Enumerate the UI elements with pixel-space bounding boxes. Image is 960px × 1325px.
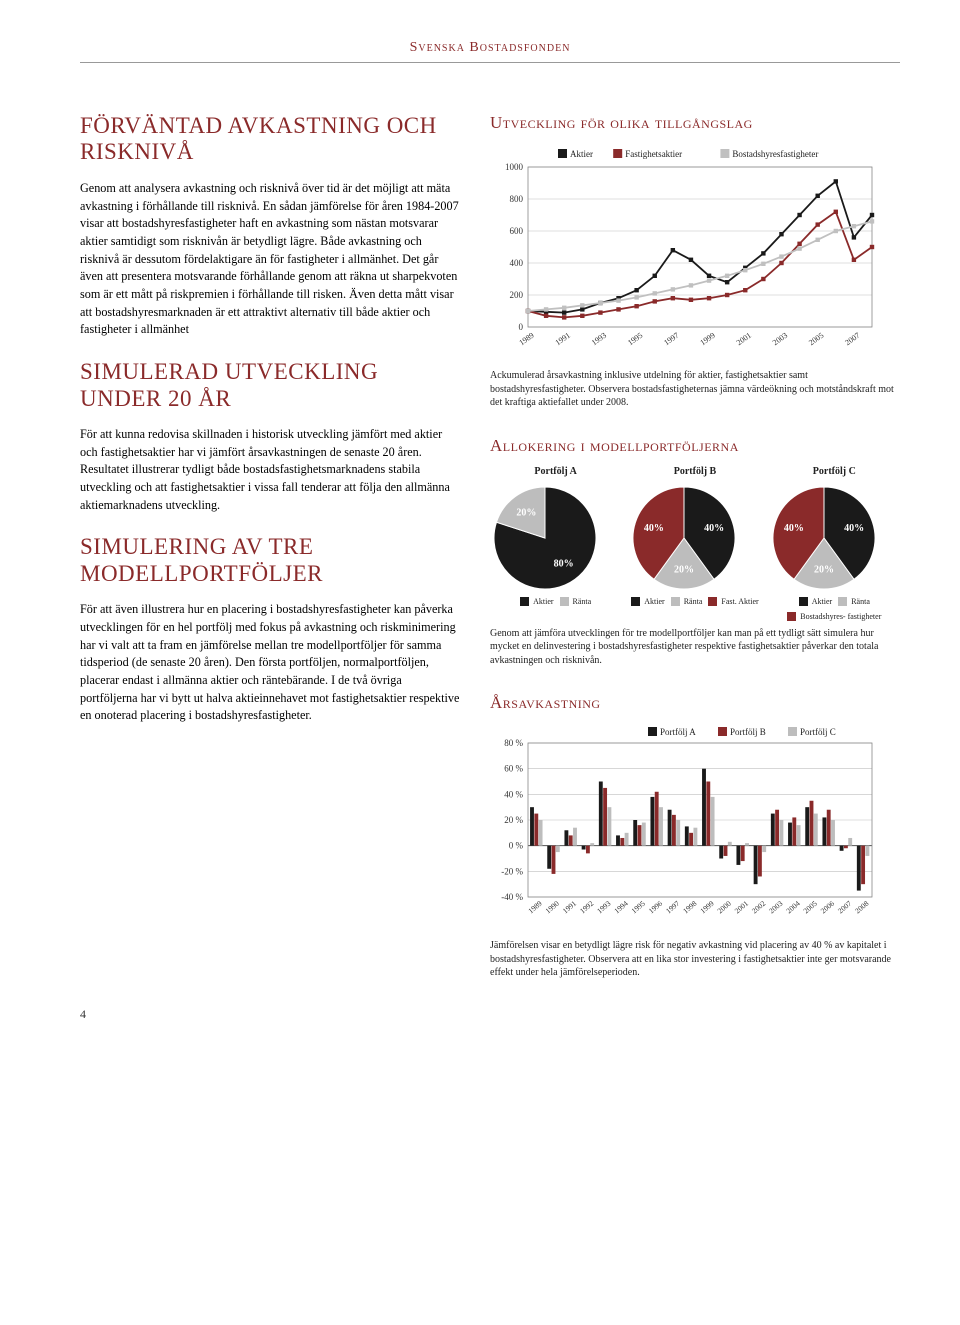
pie-legend: AktierRänta: [490, 597, 621, 606]
bar-chart-svg: -40 % -20 % 0 % 20 % 40 % 60 % 80 % Portfölj A P…: [490, 723, 880, 933]
line-chart-svg: 0 200 400 600 800 1000 Aktier Fastighetsaktier B…: [490, 143, 880, 363]
svg-text:2004: 2004: [784, 899, 801, 916]
chart2-title: Allokering i modellportföljerna: [490, 436, 900, 456]
svg-text:600: 600: [510, 226, 524, 236]
svg-text:1999: 1999: [698, 331, 716, 348]
svg-text:1991: 1991: [554, 331, 572, 348]
pie-2: Portfölj C 40% 20% 40% AktierRäntaBostadshyr…: [769, 466, 900, 621]
svg-text:2000: 2000: [716, 899, 733, 916]
svg-text:1992: 1992: [578, 899, 595, 916]
chart3-caption: Jämförelsen visar en betydligt lägre ris…: [490, 939, 900, 980]
svg-text:1997: 1997: [662, 331, 680, 348]
svg-text:0 %: 0 %: [509, 841, 524, 851]
svg-text:1991: 1991: [561, 899, 578, 916]
svg-text:200: 200: [510, 290, 524, 300]
svg-text:20 %: 20 %: [504, 815, 523, 825]
page-header: Svenska Bostadsfonden: [80, 40, 900, 63]
chart1-caption: Ackumulerad årsavkastning inklusive utde…: [490, 369, 900, 410]
svg-text:1996: 1996: [647, 899, 664, 916]
heading-forvantad: FÖRVÄNTAD AVKASTNING OCH RISKNIVÅ: [80, 113, 460, 166]
svg-text:800: 800: [510, 194, 524, 204]
svg-text:40%: 40%: [844, 523, 864, 534]
svg-text:1997: 1997: [664, 899, 681, 916]
pie-svg: 40% 20% 40%: [769, 483, 879, 593]
svg-text:-20 %: -20 %: [501, 866, 523, 876]
svg-text:1993: 1993: [590, 331, 608, 348]
svg-text:80 %: 80 %: [504, 738, 523, 748]
svg-text:2002: 2002: [750, 899, 767, 916]
svg-text:2007: 2007: [836, 899, 853, 916]
svg-text:Portfölj C: Portfölj C: [800, 727, 836, 737]
svg-text:1995: 1995: [626, 331, 644, 348]
svg-text:1989: 1989: [526, 899, 543, 916]
svg-text:2001: 2001: [735, 331, 753, 348]
svg-text:40%: 40%: [704, 523, 724, 534]
paragraph-2: För att kunna redovisa skillnaden i hist…: [80, 426, 460, 514]
svg-text:40 %: 40 %: [504, 789, 523, 799]
svg-text:20%: 20%: [814, 564, 834, 575]
svg-text:Bostadshyresfastigheter: Bostadshyresfastigheter: [732, 149, 818, 159]
chart-utveckling: Utveckling för olika tillgångslag 0 200 40…: [490, 113, 900, 410]
pie-1: Portfölj B 40% 20% 40% AktierRäntaFast. Akti…: [629, 466, 760, 621]
svg-text:80%: 80%: [554, 558, 574, 569]
heading-simulerad: SIMULERAD UTVECKLING UNDER 20 ÅR: [80, 359, 460, 412]
chart-arsavkastning: Årsavkastning -40 % -20 % 0 % 20 % 40 % 60 % 8…: [490, 693, 900, 980]
svg-text:1995: 1995: [630, 899, 647, 916]
chart1-title: Utveckling för olika tillgångslag: [490, 113, 900, 133]
svg-text:1993: 1993: [595, 899, 612, 916]
pie-0: Portfölj A 80% 20% AktierRänta: [490, 466, 621, 621]
left-column: FÖRVÄNTAD AVKASTNING OCH RISKNIVÅ Genom …: [80, 113, 460, 1006]
svg-text:20%: 20%: [516, 507, 536, 518]
chart2-caption: Genom att jämföra utvecklingen för tre m…: [490, 627, 900, 668]
svg-text:1000: 1000: [505, 162, 524, 172]
svg-text:2003: 2003: [771, 331, 789, 348]
svg-text:2008: 2008: [853, 899, 870, 916]
svg-text:40%: 40%: [644, 523, 664, 534]
svg-text:2006: 2006: [819, 899, 836, 916]
pie-legend: AktierRäntaBostadshyres- fastigheter: [769, 597, 900, 621]
right-column: Utveckling för olika tillgångslag 020040…: [490, 113, 900, 1006]
svg-text:2007: 2007: [843, 331, 861, 348]
svg-text:Fastighetsaktier: Fastighetsaktier: [625, 149, 682, 159]
pie-label: Portfölj B: [629, 466, 760, 477]
svg-text:2001: 2001: [733, 899, 750, 916]
svg-text:2005: 2005: [807, 331, 825, 348]
chart3-title: Årsavkastning: [490, 693, 900, 713]
svg-text:Portfölj A: Portfölj A: [660, 727, 696, 737]
svg-text:2003: 2003: [767, 899, 784, 916]
pie-label: Portfölj C: [769, 466, 900, 477]
svg-text:400: 400: [510, 258, 524, 268]
svg-text:1999: 1999: [698, 899, 715, 916]
svg-text:0: 0: [519, 322, 524, 332]
svg-text:60 %: 60 %: [504, 764, 523, 774]
pie-svg: 80% 20%: [490, 483, 600, 593]
svg-text:1994: 1994: [612, 899, 629, 916]
pie-svg: 40% 20% 40%: [629, 483, 739, 593]
chart-allokering: Allokering i modellportföljerna Portfölj…: [490, 436, 900, 668]
heading-simulering: SIMULERING AV TRE MODELLPORTFÖLJER: [80, 534, 460, 587]
paragraph-1: Genom att analysera avkastning och riskn…: [80, 180, 460, 339]
svg-text:1998: 1998: [681, 899, 698, 916]
svg-text:Portfölj B: Portfölj B: [730, 727, 766, 737]
page-number: 4: [80, 1007, 86, 1022]
svg-text:Aktier: Aktier: [570, 149, 593, 159]
svg-text:1990: 1990: [544, 899, 561, 916]
svg-text:-40 %: -40 %: [501, 892, 523, 902]
svg-text:40%: 40%: [784, 523, 804, 534]
svg-text:2005: 2005: [802, 899, 819, 916]
pie-label: Portfölj A: [490, 466, 621, 477]
svg-text:20%: 20%: [674, 564, 694, 575]
pie-legend: AktierRäntaFast. Aktier: [629, 597, 760, 606]
paragraph-3: För att även illustrera hur en placering…: [80, 601, 460, 725]
svg-text:1989: 1989: [517, 331, 535, 348]
